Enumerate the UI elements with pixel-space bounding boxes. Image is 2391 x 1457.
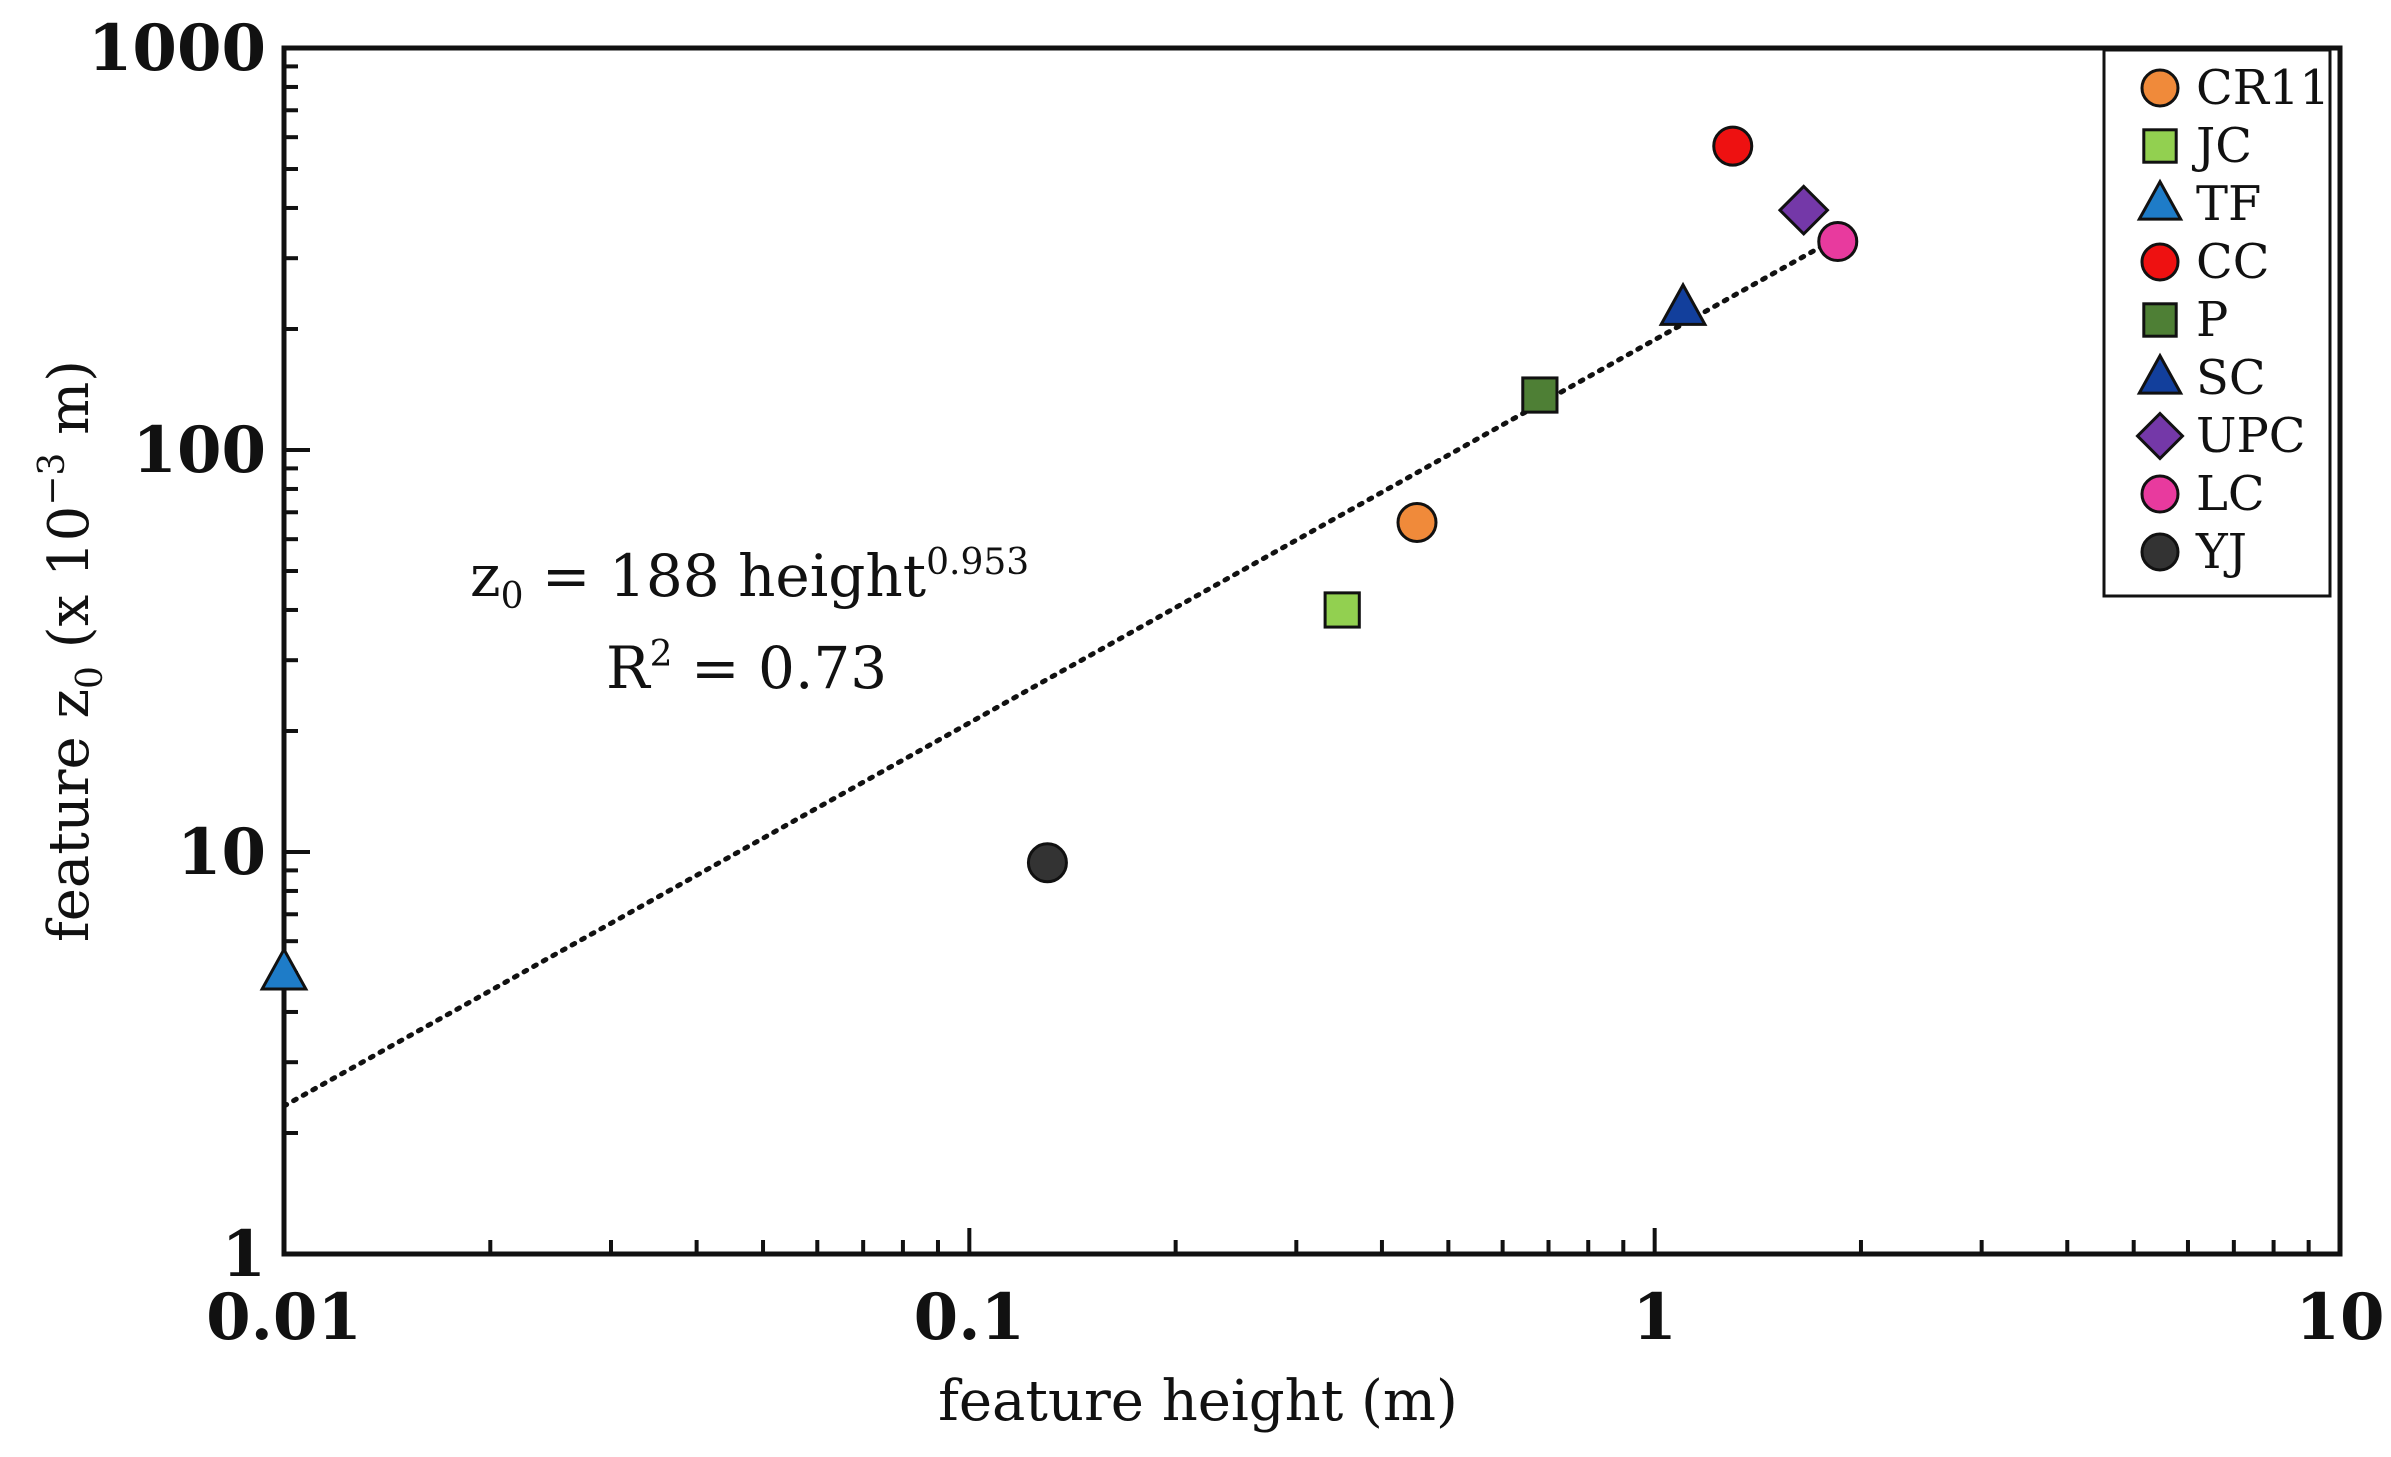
legend-label: TF bbox=[2196, 176, 2261, 232]
data-point-cr11 bbox=[1396, 502, 1438, 544]
y-axis-label-main: feature z bbox=[37, 689, 102, 942]
fit-line bbox=[281, 234, 1841, 1109]
y-axis-label-units-end: m) bbox=[37, 360, 102, 453]
legend-label: P bbox=[2196, 292, 2228, 348]
data-points bbox=[259, 125, 1859, 991]
r-squared-exp: 2 bbox=[650, 634, 673, 675]
legend-marker-yj bbox=[2140, 532, 2180, 572]
y-tick-label: 10 bbox=[177, 815, 266, 890]
y-axis-label: feature z0 (x 10−3 m) bbox=[32, 360, 111, 942]
data-point-p bbox=[1521, 376, 1559, 414]
data-point-sc bbox=[1658, 281, 1708, 326]
y-axis-label-units: (x 10 bbox=[37, 506, 102, 666]
legend-marker-upc bbox=[2135, 411, 2185, 461]
legend-label: JC bbox=[2191, 118, 2252, 174]
legend-label: CC bbox=[2196, 234, 2269, 290]
legend-marker-sc bbox=[2136, 352, 2184, 395]
legend-label: UPC bbox=[2196, 408, 2305, 464]
legend-marker-cr11 bbox=[2140, 68, 2180, 108]
y-axis-label-exp: −3 bbox=[32, 453, 73, 506]
data-point-upc bbox=[1777, 184, 1830, 237]
x-tick-label: 10 bbox=[2295, 1280, 2384, 1355]
plot-frame bbox=[281, 45, 2343, 1257]
fit-equation-z: z bbox=[470, 542, 501, 610]
x-tick-label: 1 bbox=[1632, 1280, 1677, 1355]
fit-equation-exp: 0.953 bbox=[926, 542, 1029, 583]
x-axis-label: feature height (m) bbox=[938, 1369, 1458, 1434]
axis-ticks bbox=[282, 46, 2342, 1256]
y-tick-label: 1 bbox=[221, 1217, 266, 1292]
legend-marker-jc bbox=[2142, 128, 2178, 164]
legend-marker-p bbox=[2142, 302, 2178, 338]
y-tick-label: 100 bbox=[132, 413, 266, 488]
fit-equation-sub: 0 bbox=[501, 576, 524, 617]
legend-markers bbox=[2135, 68, 2185, 572]
legend-marker-lc bbox=[2140, 474, 2180, 514]
legend-marker-cc bbox=[2140, 242, 2180, 282]
legend-label: YJ bbox=[2195, 524, 2247, 580]
legend: CR11 JC TF CC P SC UPC LC YJ bbox=[2102, 48, 2332, 598]
r-squared-value: = 0.73 bbox=[673, 634, 888, 702]
r-squared: R2 = 0.73 bbox=[606, 634, 887, 702]
data-point-cc bbox=[1712, 125, 1754, 167]
data-point-yj bbox=[1026, 842, 1068, 884]
x-tick-labels: 0.01 0.1 1 10 bbox=[206, 1280, 2384, 1355]
legend-label: CR11 bbox=[2196, 60, 2330, 116]
y-tick-labels: 1 10 100 1000 bbox=[88, 11, 266, 1292]
x-tick-label: 0.01 bbox=[206, 1280, 362, 1355]
legend-marker-tf bbox=[2136, 178, 2184, 221]
data-point-lc bbox=[1817, 221, 1859, 263]
fit-equation: z0 = 188 height0.953 bbox=[470, 542, 1029, 617]
x-tick-label: 0.1 bbox=[914, 1280, 1025, 1355]
fit-equation-mid: = 188 height bbox=[523, 542, 926, 610]
r-squared-r: R bbox=[606, 634, 652, 702]
data-point-jc bbox=[1323, 591, 1361, 629]
y-axis-label-sub: 0 bbox=[70, 666, 111, 689]
legend-label: SC bbox=[2196, 350, 2266, 406]
legend-label: LC bbox=[2196, 466, 2265, 522]
y-tick-label: 1000 bbox=[88, 11, 266, 86]
legend-box bbox=[2102, 48, 2332, 598]
data-point-tf bbox=[259, 946, 309, 991]
